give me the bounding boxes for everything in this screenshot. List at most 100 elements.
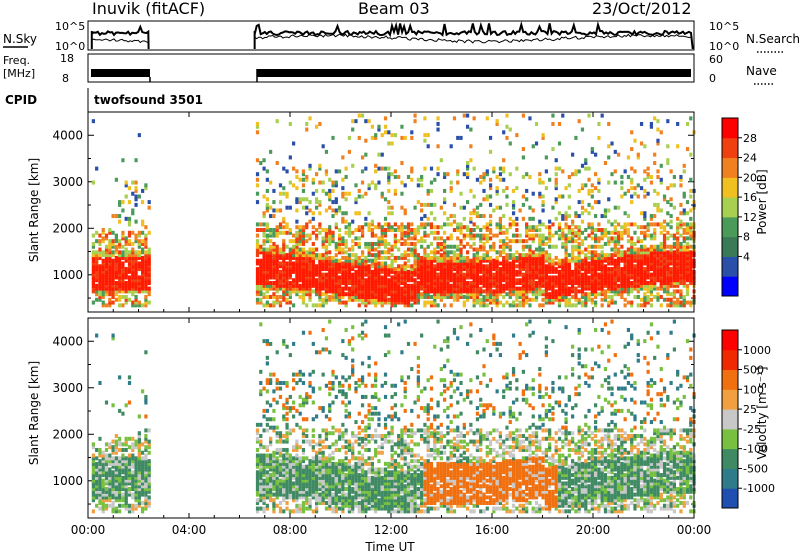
range-cell: [407, 175, 410, 179]
range-cell: [427, 245, 430, 249]
range-cell: [673, 289, 676, 293]
range-cell: [643, 189, 646, 193]
range-cell: [345, 239, 348, 243]
range-cell: [591, 250, 594, 254]
range-cell: [276, 426, 279, 430]
range-cell: [118, 456, 121, 460]
range-cell: [545, 264, 548, 268]
range-cell: [466, 161, 469, 165]
range-cell: [302, 456, 305, 460]
range-cell: [436, 242, 439, 246]
range-cell: [322, 292, 325, 296]
range-cell: [656, 169, 659, 173]
range-cell: [98, 437, 101, 441]
range-cell: [440, 225, 443, 229]
range-cell: [125, 236, 128, 240]
range-cell: [305, 234, 308, 238]
range-cell: [512, 189, 515, 193]
range-cell: [364, 153, 367, 157]
range-cell: [144, 445, 147, 449]
range-cell: [325, 245, 328, 249]
range-cell: [315, 303, 318, 307]
range-cell: [282, 239, 285, 243]
range-cell: [532, 298, 535, 302]
range-cell: [469, 228, 472, 232]
range-cell: [279, 479, 282, 483]
range-cell: [358, 114, 361, 118]
range-cell: [331, 136, 334, 140]
range-cell: [499, 267, 502, 271]
range-cell: [305, 197, 308, 201]
range-cell: [505, 114, 508, 118]
range-cell: [607, 122, 610, 126]
range-cell: [670, 292, 673, 296]
range-cell: [262, 248, 265, 252]
range-cell: [302, 448, 305, 452]
range-cell: [295, 175, 298, 179]
range-cell: [102, 451, 105, 455]
range-cell: [568, 183, 571, 187]
range-cell: [446, 172, 449, 176]
range-cell: [423, 167, 426, 171]
y-tick-label: 4000: [52, 128, 83, 142]
range-cell: [92, 509, 95, 513]
range-cell: [640, 122, 643, 126]
range-cell: [404, 261, 407, 265]
range-cell: [558, 141, 561, 145]
range-cell: [584, 236, 587, 240]
range-cell: [384, 250, 387, 254]
range-cell: [670, 245, 673, 249]
range-cell: [131, 442, 134, 446]
range-cell: [128, 487, 131, 491]
range-cell: [436, 236, 439, 240]
range-cell: [358, 236, 361, 240]
range-cell: [459, 239, 462, 243]
range-cell: [656, 139, 659, 143]
range-cell: [627, 301, 630, 305]
range-cell: [627, 239, 630, 243]
range-cell: [660, 231, 663, 235]
range-cell: [302, 428, 305, 432]
range-cell: [489, 256, 492, 260]
range-cell: [574, 239, 577, 243]
range-cell: [335, 259, 338, 263]
range-cell: [302, 373, 305, 377]
range-cell: [466, 281, 469, 285]
range-cell: [545, 250, 548, 254]
range-cell: [374, 133, 377, 137]
range-cell: [528, 245, 531, 249]
range-cell: [144, 454, 147, 458]
range-cell: [496, 186, 499, 190]
range-cell: [420, 217, 423, 221]
range-cell: [446, 217, 449, 221]
range-cell: [617, 222, 620, 226]
range-cell: [400, 264, 403, 268]
range-cell: [647, 248, 650, 252]
colorbar-swatch: [722, 217, 738, 237]
range-cell: [686, 222, 689, 226]
range-cell: [689, 222, 692, 226]
range-cell: [578, 242, 581, 246]
range-cell: [394, 222, 397, 226]
colorbar-tick-label: 8: [743, 231, 750, 244]
range-cell: [673, 301, 676, 305]
range-cell: [295, 208, 298, 212]
range-cell: [295, 423, 298, 427]
range-cell: [364, 256, 367, 260]
range-cell: [453, 203, 456, 207]
range-cell: [272, 409, 275, 413]
range-cell: [502, 225, 505, 229]
range-cell: [650, 122, 653, 126]
range-cell: [394, 256, 397, 260]
range-cell: [105, 454, 108, 458]
range-cell: [269, 295, 272, 299]
range-cell: [351, 253, 354, 257]
range-cell: [679, 211, 682, 215]
range-cell: [394, 175, 397, 179]
range-cell: [591, 147, 594, 151]
range-cell: [479, 256, 482, 260]
range-cell: [302, 178, 305, 182]
range-cell: [345, 301, 348, 305]
range-cell: [345, 292, 348, 296]
range-cell: [440, 253, 443, 257]
